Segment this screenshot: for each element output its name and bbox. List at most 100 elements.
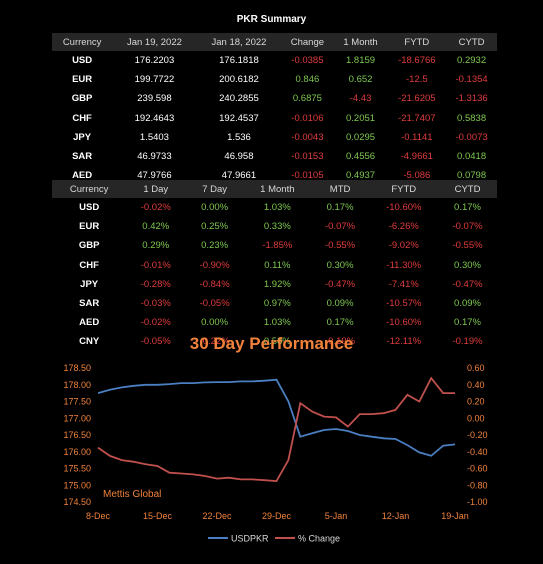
table-cell: -0.22% (199, 336, 230, 348)
table-cell: -21.7407 (398, 112, 436, 124)
table-cell: 1.8159 (346, 55, 376, 67)
column-header: FYTD (369, 180, 439, 198)
table-cell: -0.05% (140, 336, 171, 348)
y-left-tick-label: 175.00 (63, 480, 91, 490)
table-cell: 1.03% (263, 202, 291, 214)
table-cell: 0.0798 (457, 170, 487, 182)
returns-table-header: Currency 1 Day 7 Day 1 Month MTD FYTD CYTD (52, 180, 497, 198)
table-cell: -0.0153 (291, 151, 324, 163)
table-cell: -0.47% (325, 278, 356, 290)
table-cell: -0.02% (140, 317, 171, 329)
table-row: USD 176.2203 176.1818 -0.0385 1.8159 -18.6766… (52, 51, 497, 70)
table-cell: 0.29% (142, 240, 170, 252)
rates-table: Currency Jan 19, 2022 Jan 18, 2022 Change 1 … (52, 33, 497, 205)
table-row: CHF -0.01% -0.90% 0.11% 0.30% -11.30% 0.30% (52, 256, 497, 275)
table-cell: -0.0073 (455, 131, 488, 143)
table-cell: 0.652 (348, 74, 373, 86)
y-right-tick-label: -0.40 (467, 447, 488, 457)
x-tick-label: 22-Dec (202, 511, 232, 521)
currency-cell: JPY (80, 278, 99, 290)
table-cell: 0.97% (263, 298, 291, 310)
table-cell: -0.01% (140, 259, 171, 271)
currency-cell: CHF (79, 259, 99, 271)
page-title: PKR Summary (236, 14, 307, 25)
table-cell: -0.28% (140, 278, 171, 290)
table-cell: 47.9766 (137, 170, 172, 182)
table-cell: -0.05% (199, 298, 230, 310)
y-right-tick-label: 0.40 (467, 380, 485, 390)
table-cell: 0.09% (454, 298, 481, 310)
table-cell: -0.19% (452, 336, 483, 348)
returns-table-body: USD -0.02% 0.00% 1.03% 0.17% -10.60% 0.17% EUR 0… (52, 198, 497, 352)
currency-cell: AED (72, 170, 93, 182)
table-row: EUR 199.7722 200.6182 0.846 0.652 -12.5 -0.135… (52, 70, 497, 89)
table-row: GBP 239.598 240.2855 0.6875 -4.43 -21.6205 -1.… (52, 89, 497, 108)
table-cell: -7.41% (388, 278, 419, 290)
table-cell: -0.07% (325, 221, 356, 233)
table-row: AED -0.02% 0.00% 1.03% 0.17% -10.60% 0.17% (52, 313, 497, 332)
column-header: MTD (310, 180, 370, 198)
table-cell: 0.6875 (292, 93, 322, 105)
table-cell: 0.17% (326, 317, 354, 329)
table-cell: 0.2051 (346, 112, 376, 124)
table-cell: 0.5838 (457, 112, 487, 124)
y-right-tick-label: -0.20 (467, 430, 488, 440)
column-header: Jan 19, 2022 (112, 33, 197, 51)
column-header: 7 Day (185, 180, 245, 198)
table-cell: -6.26% (388, 221, 419, 233)
table-cell: -0.07% (452, 221, 483, 233)
watermark: Mettis Global (103, 489, 161, 500)
y-right-tick-label: -1.00 (467, 497, 488, 507)
table-row: SAR 46.9733 46.958 -0.0153 0.4556 -4.9661 0.04… (52, 147, 497, 166)
column-header: Jan 18, 2022 (196, 33, 282, 51)
rates-table-header: Currency Jan 19, 2022 Jan 18, 2022 Change 1 … (52, 33, 497, 51)
table-row: AED 47.9766 47.9661 -0.0105 0.4937 -5.086 0.07… (52, 166, 497, 185)
y-right-tick-label: -0.60 (467, 464, 488, 474)
table-cell: 0.0418 (457, 151, 487, 163)
table-cell: 0.42% (142, 221, 170, 233)
table-cell: 0.2932 (457, 55, 487, 67)
table-cell: 0.17% (454, 202, 481, 214)
y-left-tick-label: 175.50 (63, 464, 91, 474)
table-row: JPY 1.5403 1.536 -0.0043 0.0295 -0.1141 -0.007… (52, 128, 497, 147)
table-cell: 0.17% (454, 317, 481, 329)
table-cell: -21.6205 (398, 93, 436, 105)
x-tick-label: 12-Jan (382, 511, 410, 521)
table-cell: 1.92% (263, 278, 291, 290)
column-header: 1 Month (333, 33, 388, 51)
y-left-tick-label: 176.00 (63, 447, 91, 457)
table-cell: 46.958 (224, 151, 254, 163)
table-cell: -10.60% (386, 317, 422, 329)
table-row: GBP 0.29% 0.23% -1.85% -0.55% -9.02% -0.55% (52, 236, 497, 255)
currency-cell: USD (79, 202, 100, 214)
table-cell: 0.00% (201, 317, 229, 329)
y-left-tick-label: 178.50 (63, 363, 91, 373)
table-cell: -1.85% (262, 240, 293, 252)
table-cell: -0.84% (199, 278, 230, 290)
column-header: CYTD (438, 180, 497, 198)
table-cell: 0.17% (326, 202, 354, 214)
y-left-tick-label: 176.50 (63, 430, 91, 440)
currency-cell: CHF (72, 112, 92, 124)
x-tick-label: 5-Jan (325, 511, 348, 521)
currency-cell: CNY (79, 336, 100, 348)
x-tick-label: 19-Jan (441, 511, 469, 521)
y-right-tick-label: 0.00 (467, 413, 485, 423)
table-cell: 0.09% (326, 298, 354, 310)
table-cell: -0.90% (199, 259, 230, 271)
table-cell: -0.1141 (401, 131, 433, 143)
x-tick-label: 15-Dec (143, 511, 173, 521)
currency-cell: SAR (72, 151, 93, 163)
currency-cell: EUR (72, 74, 93, 86)
table-cell: -0.03% (140, 298, 171, 310)
table-cell: -12.11% (386, 336, 422, 348)
y-left-tick-label: 177.00 (63, 413, 91, 423)
chart-title: 30 Day Performance (189, 334, 354, 353)
table-cell: 1.5403 (139, 131, 169, 143)
table-cell: 240.2855 (219, 93, 259, 105)
currency-cell: USD (72, 55, 93, 67)
table-cell: -0.1354 (455, 74, 488, 86)
table-cell: 0.33% (263, 221, 291, 233)
series-line-usdpkr (97, 378, 456, 457)
